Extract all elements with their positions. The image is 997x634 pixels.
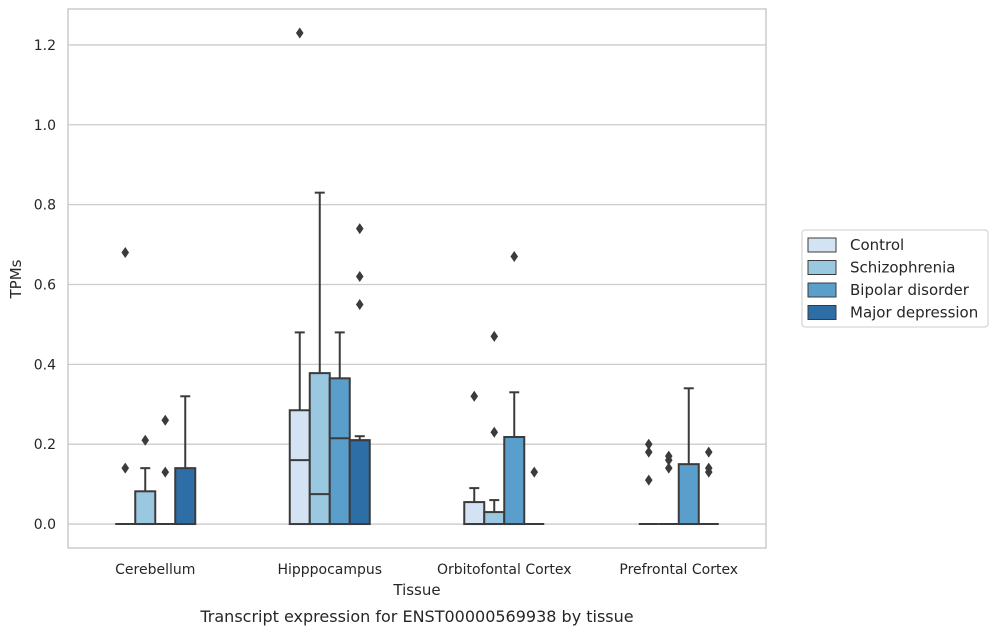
- box-control: [463, 390, 486, 526]
- box-schizophrenia: [308, 191, 331, 526]
- outlier-point: [510, 251, 519, 263]
- box-bipolar-disorder: [328, 331, 351, 526]
- box-plot-area: [115, 27, 719, 526]
- outlier-point: [664, 454, 673, 466]
- outlier-point: [355, 298, 364, 310]
- outlier-point: [355, 223, 364, 235]
- gridlines: [68, 44, 766, 525]
- box-control: [115, 247, 136, 526]
- legend-label: Major depression: [850, 304, 978, 322]
- box-body: [288, 409, 311, 526]
- x-tick-label: Cerebellum: [115, 562, 195, 578]
- chart-caption: Transcript expression for ENST0000056993…: [199, 607, 633, 626]
- y-tick-label: 0.2: [34, 437, 56, 453]
- legend-frame: [801, 229, 989, 328]
- box-major-depression: [524, 466, 545, 526]
- outlier-point: [644, 446, 653, 458]
- box-control: [288, 27, 311, 526]
- outlier-point: [161, 414, 170, 426]
- x-axis-title: Tissue: [392, 581, 440, 599]
- legend-label: Control: [850, 236, 904, 254]
- outlier-point: [121, 247, 130, 259]
- legend-swatch: [807, 282, 837, 298]
- box-schizophrenia: [658, 450, 679, 526]
- box-major-depression: [174, 395, 197, 526]
- box-body: [677, 463, 700, 526]
- box-body: [308, 372, 331, 526]
- y-tick-label: 0.8: [34, 198, 56, 214]
- y-tick-label: 0.4: [34, 357, 56, 373]
- box-body: [328, 377, 351, 526]
- legend-swatch: [807, 305, 837, 320]
- outlier-point: [121, 462, 130, 474]
- outlier-point: [470, 390, 479, 402]
- y-tick-label: 0.0: [34, 517, 56, 533]
- legend: Control Schizophrenia Bipolar disorder Majo…: [801, 229, 989, 328]
- box-body: [348, 439, 371, 526]
- y-axis-title: TPMs: [7, 259, 25, 299]
- outlier-point: [355, 271, 364, 283]
- box-major-depression: [348, 223, 371, 526]
- outlier-point: [704, 466, 713, 478]
- outlier-point: [161, 466, 170, 478]
- box-body: [174, 467, 197, 526]
- outlier-point: [490, 426, 499, 438]
- box-body: [463, 501, 486, 526]
- outlier-point: [141, 434, 150, 446]
- box-body: [483, 511, 506, 526]
- x-tick-label: Orbitofontal Cortex: [437, 562, 572, 578]
- outlier-point: [530, 466, 539, 478]
- x-tick-label: Hipppocampus: [277, 562, 382, 578]
- outlier-point: [295, 27, 304, 39]
- box-body: [503, 436, 526, 526]
- box-bipolar-disorder: [155, 414, 176, 526]
- x-tick-label: Prefrontal Cortex: [619, 562, 738, 578]
- box-bipolar-disorder: [677, 387, 700, 526]
- outlier-point: [664, 462, 673, 474]
- outlier-point: [704, 446, 713, 458]
- y-tick-label: 1.2: [34, 38, 56, 54]
- outlier-point: [490, 330, 499, 342]
- box-schizophrenia: [483, 330, 506, 526]
- legend-swatch: [807, 260, 837, 275]
- outlier-point: [644, 474, 653, 486]
- y-tick-label: 0.6: [34, 277, 56, 293]
- y-tick-label: 1.0: [34, 118, 56, 134]
- outlier-point: [644, 438, 653, 450]
- box-bipolar-disorder: [503, 251, 526, 526]
- box-control: [638, 438, 659, 526]
- legend-swatch: [807, 237, 837, 253]
- y-axis-ticks: 0.0 0.2 0.4 0.6 0.8 1.0 1.2: [34, 38, 56, 533]
- box-body: [134, 490, 157, 526]
- box-schizophrenia: [134, 434, 157, 526]
- legend-label: Bipolar disorder: [850, 281, 970, 299]
- x-axis-ticks: Cerebellum Hipppocampus Orbitofontal Corte…: [115, 562, 738, 578]
- plot-frame: [67, 8, 767, 549]
- box-major-depression: [698, 446, 719, 526]
- legend-label: Schizophrenia: [850, 259, 955, 277]
